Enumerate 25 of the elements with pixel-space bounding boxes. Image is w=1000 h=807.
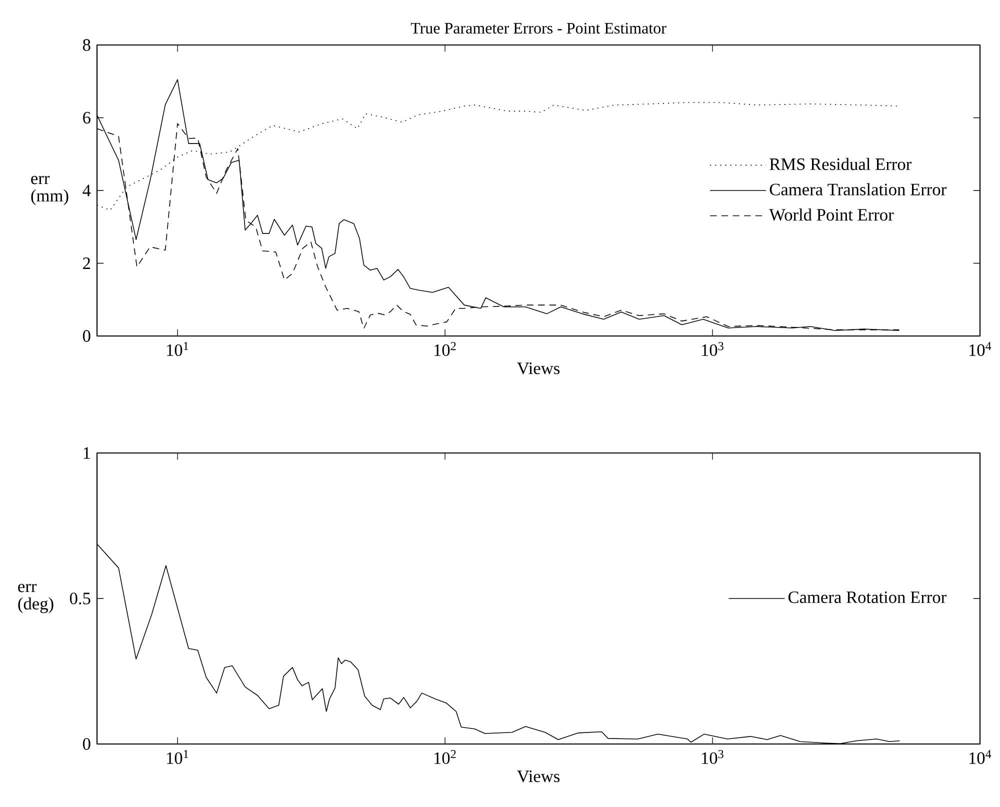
x-axis-title: Views — [517, 770, 560, 782]
y-axis-title: err (mm) — [31, 176, 68, 206]
x-axis-title: Views — [517, 362, 560, 374]
y-axis-title: err (deg) — [18, 584, 54, 614]
y-tick-label: 1 — [84, 447, 90, 459]
legend-label: Camera Rotation Error — [788, 591, 946, 604]
x-tick-label: 10$^{3}$ — [702, 342, 724, 356]
legend-label: World Point Error — [769, 208, 894, 221]
y-tick-label: 2 — [83, 258, 90, 269]
y-tick-label: 8 — [82, 39, 90, 51]
legend-label: RMS Residual Error — [770, 158, 912, 170]
y-tick-label: 0 — [82, 738, 90, 750]
chart-title: True Parameter Errors - Point Estimator — [410, 22, 666, 34]
y-tick-label: 0 — [82, 330, 90, 342]
legend-label: Camera Translation Error — [770, 183, 946, 196]
x-tick-label: 10$^{4}$ — [970, 750, 992, 764]
y-tick-label: 0.5 — [70, 592, 90, 604]
x-tick-label: 10$^{2}$ — [434, 750, 456, 764]
y-tick-label: 6 — [83, 112, 90, 124]
x-tick-label: 10$^{2}$ — [434, 342, 456, 356]
y-tick-label: 4 — [82, 184, 91, 196]
x-tick-label: 10$^{3}$ — [702, 750, 724, 764]
x-tick-label: 10$^{1}$ — [167, 750, 188, 764]
x-tick-label: 10$^{1}$ — [167, 342, 188, 356]
x-tick-label: 10$^{4}$ — [970, 342, 992, 356]
